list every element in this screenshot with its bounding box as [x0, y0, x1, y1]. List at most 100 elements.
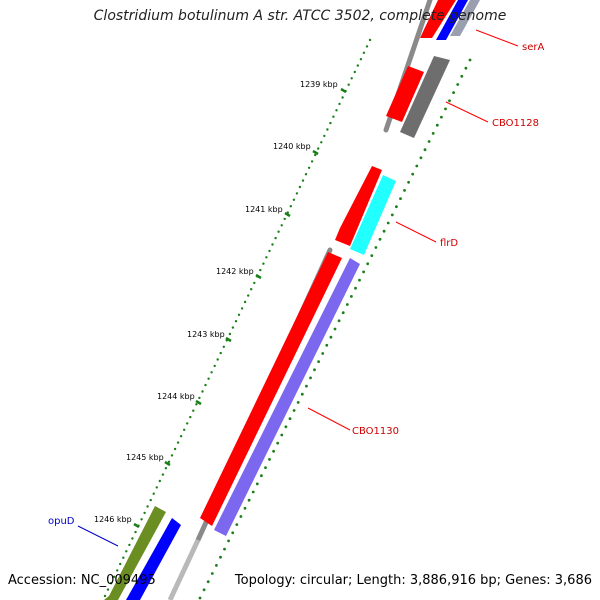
feature-gray-top[interactable] [450, 0, 480, 36]
ring-dot [314, 153, 317, 157]
ring-dot [125, 550, 128, 553]
scale-tick-label: 1245 kbp [126, 453, 164, 462]
ring-dot [253, 281, 256, 285]
ring-dot [362, 51, 366, 54]
scale-dotted-ring [103, 38, 372, 598]
ring-dot [210, 371, 213, 374]
ring-dot [337, 319, 341, 323]
ring-dot [395, 205, 398, 209]
ring-dot [284, 425, 288, 429]
ring-dot [198, 396, 201, 400]
ring-dot [345, 303, 349, 306]
ring-dot [122, 556, 125, 559]
ring-dot [368, 38, 372, 42]
ring-dot [310, 160, 314, 163]
scale-tick-label: 1243 kbp [187, 330, 225, 339]
feature-gray-CBO1128[interactable] [400, 56, 450, 138]
ring-dot [235, 523, 239, 526]
ring-dot [386, 221, 390, 225]
ring-dot [468, 58, 472, 62]
ring-dot [234, 320, 238, 323]
ring-dot [239, 515, 243, 518]
ring-dot [427, 140, 431, 143]
ring-dot [374, 246, 378, 249]
ring-dot [183, 428, 186, 431]
gene-label-CBO1128: CBO1128 [492, 118, 539, 129]
feature-red-CBO1130[interactable] [200, 252, 342, 526]
ring-dot [210, 572, 214, 575]
ring-dot [134, 530, 137, 534]
ring-dot [325, 343, 329, 347]
ring-dot [268, 249, 271, 253]
inner-dotted-ring [198, 58, 472, 600]
ring-dot [358, 278, 361, 282]
ring-dot [382, 229, 386, 233]
ring-dot [390, 213, 394, 217]
feature-olive-opuD[interactable] [104, 506, 166, 600]
ring-dot [415, 164, 419, 168]
ring-dot [338, 102, 341, 106]
callout-flrD [395, 221, 437, 243]
ring-dot [366, 262, 370, 266]
ring-dot [423, 148, 427, 152]
ring-dot [354, 286, 357, 290]
ring-dot [202, 588, 206, 592]
ring-dot [195, 403, 198, 406]
ring-dot [456, 83, 460, 86]
ring-dot [300, 392, 304, 396]
ring-dot [277, 230, 280, 233]
feature-serA-red[interactable] [420, 0, 456, 38]
feature-blue-top[interactable] [436, 0, 468, 40]
ring-dot [255, 482, 259, 486]
ring-dot [296, 401, 300, 404]
ring-dot [309, 376, 312, 380]
ring-dot [204, 383, 207, 387]
ring-dot [109, 582, 113, 585]
feature-purple-CBO1130[interactable] [214, 258, 360, 536]
ring-dot [301, 179, 305, 182]
feature-blue-opuD[interactable] [126, 518, 181, 600]
ring-dot [219, 351, 222, 355]
ring-dot [321, 352, 325, 355]
ring-dot [304, 173, 308, 176]
ring-dot [223, 547, 226, 551]
ring-dot [292, 409, 296, 412]
ring-dot [231, 531, 235, 535]
ring-dot [260, 474, 263, 478]
ring-dot [207, 377, 210, 380]
ring-dot [186, 422, 189, 425]
ring-dot [280, 433, 284, 437]
ring-dot [155, 486, 158, 489]
ring-dot [198, 596, 202, 600]
gene-label-serA: serA [522, 42, 544, 53]
ring-dot [431, 132, 435, 135]
callout-serA [475, 29, 519, 47]
ring-dot [347, 83, 350, 86]
ring-dot [243, 300, 247, 304]
ring-dot [227, 539, 231, 543]
ring-dot [289, 205, 292, 208]
ring-dot [250, 288, 253, 291]
ring-dot [272, 449, 275, 453]
ring-dot [464, 66, 468, 70]
ring-dot [161, 473, 165, 476]
gene-label-opuD: opuD [48, 516, 75, 527]
feature-cyan-flrD[interactable] [350, 175, 396, 255]
ring-dot [146, 505, 149, 508]
ring-dot [158, 479, 161, 483]
ring-dot [326, 128, 329, 131]
ring-dot [228, 332, 232, 336]
ring-dot [280, 224, 283, 227]
ring-dot [222, 345, 225, 348]
ring-dot [112, 575, 116, 578]
feature-red-flrD[interactable] [335, 166, 382, 246]
scale-major-ticks [133, 87, 347, 529]
ring-dot [128, 543, 131, 547]
scale-tick-label: 1240 kbp [273, 142, 311, 151]
ring-dot [213, 364, 216, 368]
map-title: Clostridium botulinum A str. ATCC 3502, … [93, 8, 507, 24]
ring-dot [362, 270, 365, 274]
feature-CBO1128-red[interactable] [386, 66, 424, 122]
topology-text: Topology: circular; Length: 3,886,916 bp… [234, 573, 592, 588]
ring-dot [333, 327, 337, 331]
